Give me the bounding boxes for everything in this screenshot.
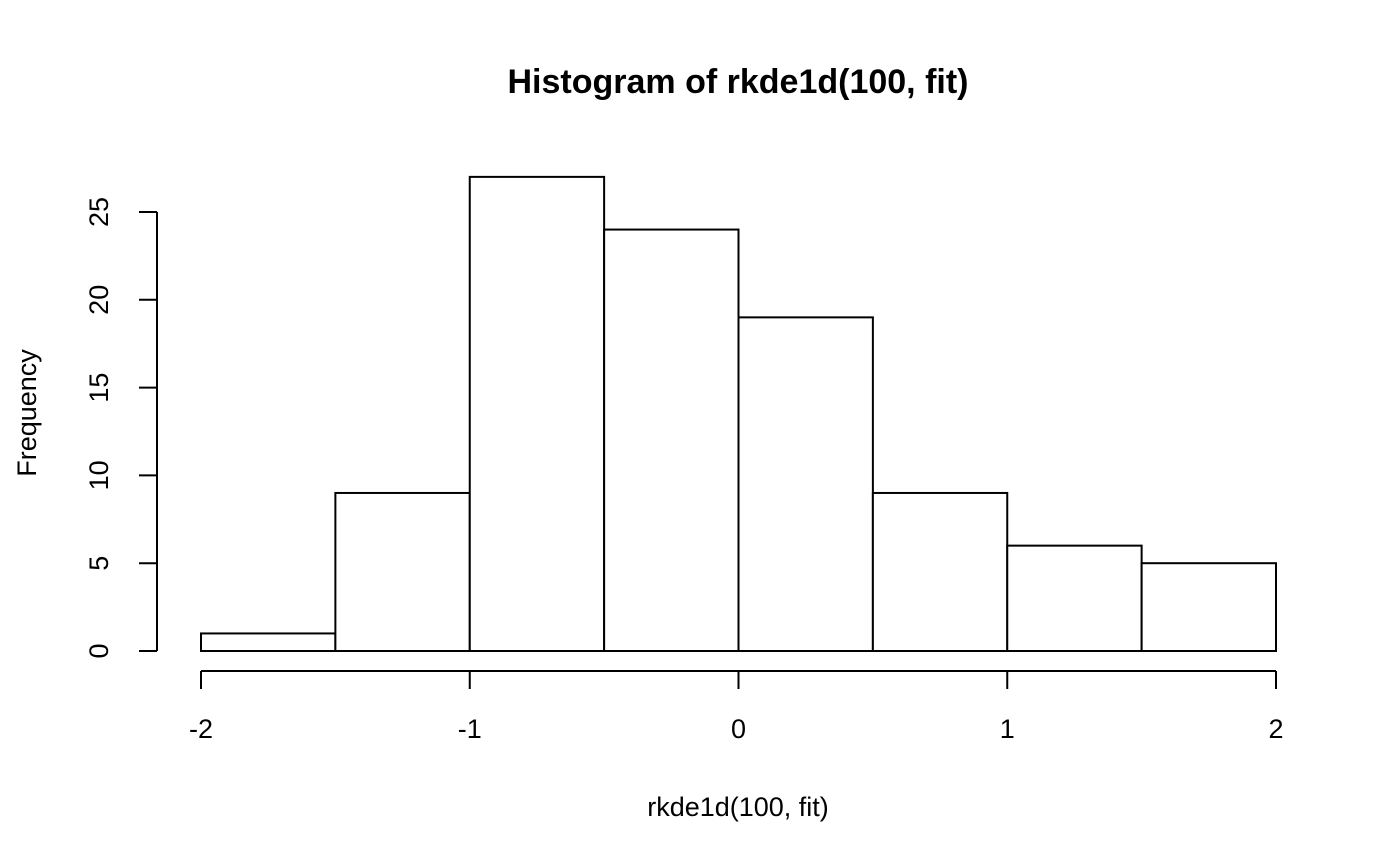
y-tick-label-1: 5	[84, 556, 114, 571]
histogram-bar-5	[737, 316, 874, 652]
histogram-bar-6	[871, 491, 1009, 652]
y-tick-label-5: 25	[84, 197, 114, 227]
chart-title: Histogram of rkde1d(100, fit)	[508, 63, 969, 101]
x-tick-label-4: 2	[1268, 714, 1283, 744]
histogram-bar-3	[468, 175, 606, 652]
histogram-bar-7	[1006, 544, 1143, 653]
histogram-bar-1	[200, 632, 337, 653]
y-tick-label-3: 15	[84, 373, 114, 403]
histogram-bar-8	[1140, 562, 1277, 653]
y-tick-label-2: 10	[84, 460, 114, 490]
x-tick-label-0: -2	[189, 714, 213, 744]
y-axis-label: Frequency	[12, 349, 42, 477]
histogram-bar-4	[603, 228, 740, 652]
y-tick-label-0: 0	[84, 643, 114, 658]
x-tick-label-2: 0	[731, 714, 746, 744]
bars-group	[200, 175, 1277, 653]
x-tick-label-1: -1	[458, 714, 482, 744]
y-tick-label-4: 20	[84, 285, 114, 315]
x-tick-label-3: 1	[1000, 714, 1015, 744]
histogram-bar-2	[334, 491, 471, 652]
x-axis-label: rkde1d(100, fit)	[647, 792, 829, 822]
x-axis: -2 -1 0 1 2	[189, 670, 1284, 744]
y-axis: 0 5 10 15 20 25	[84, 197, 158, 659]
